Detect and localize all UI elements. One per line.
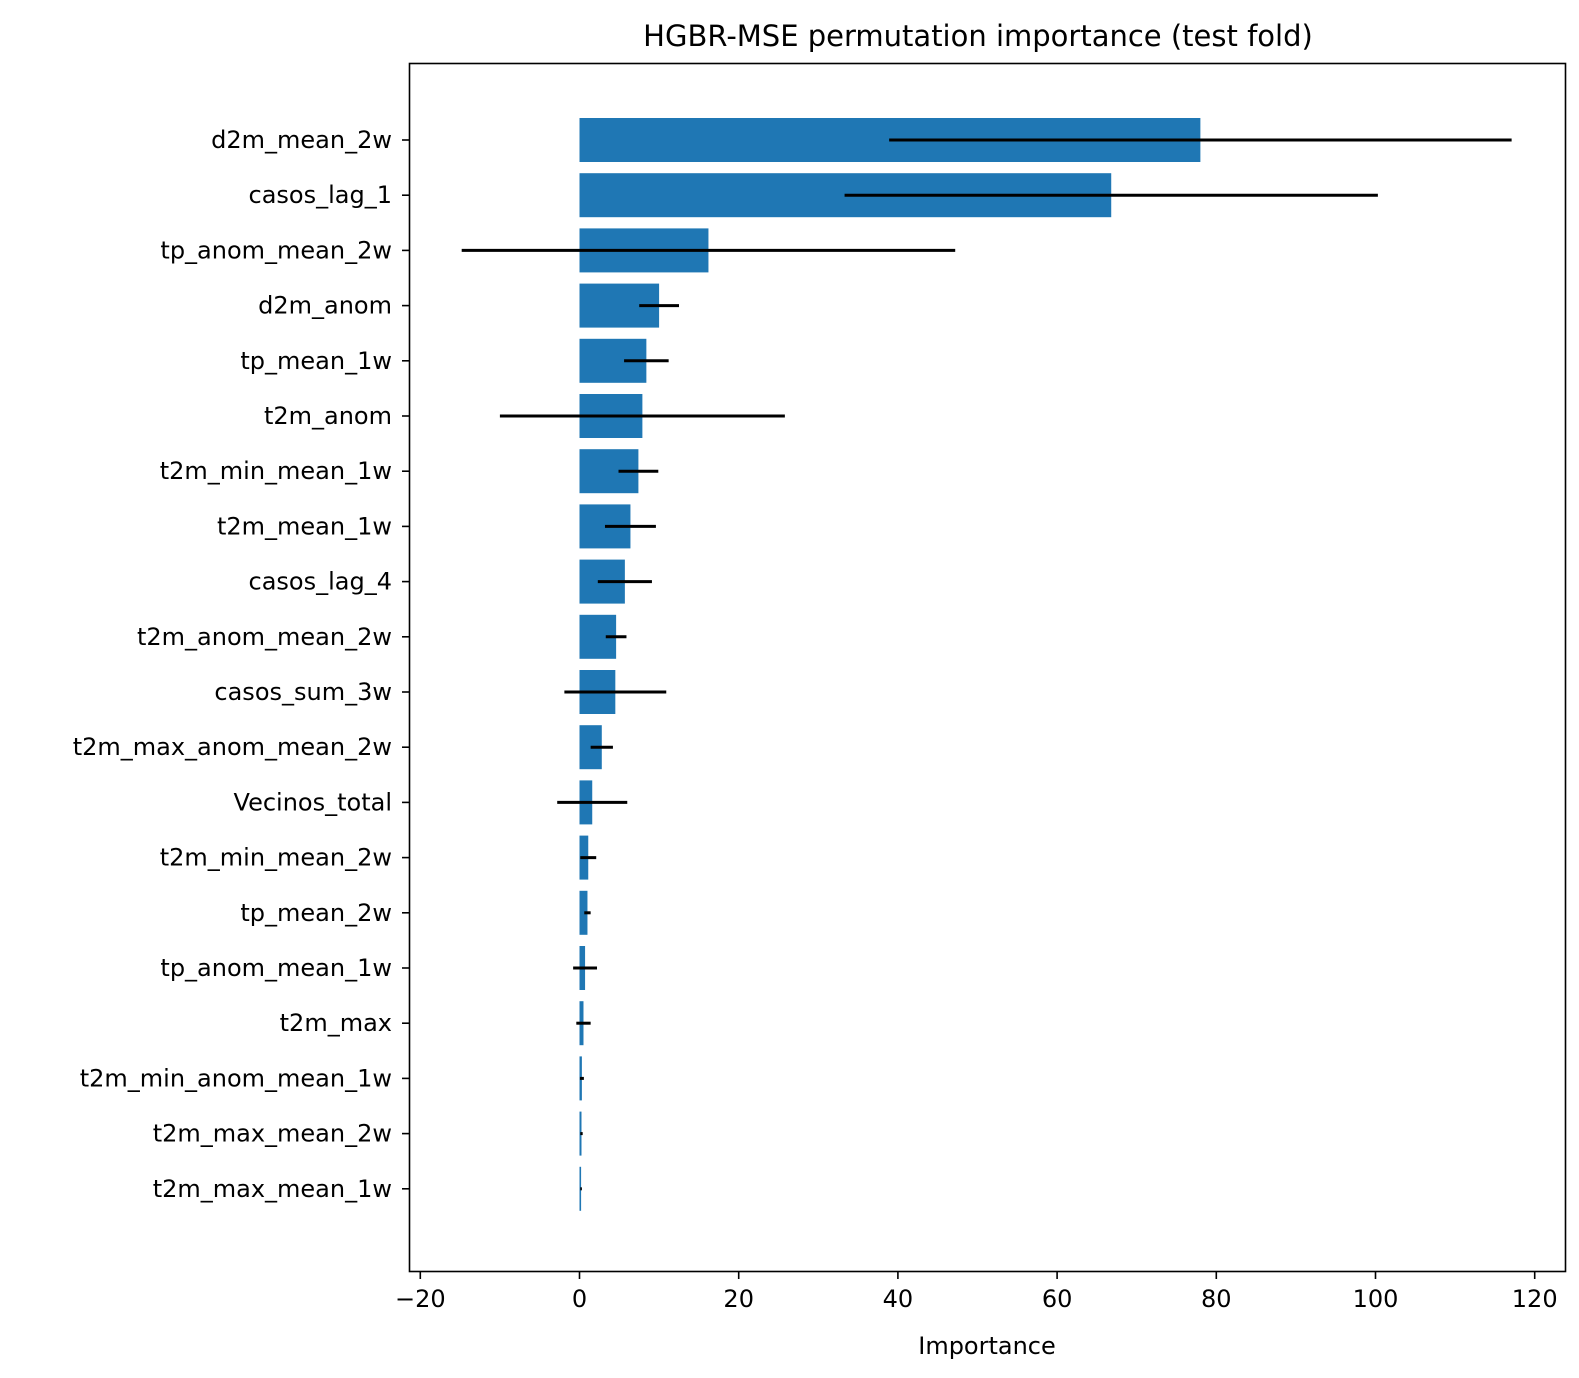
x-tick-label: 100 <box>1353 1285 1399 1313</box>
y-axis-ticks: d2m_mean_2w casos_lag_1 tp_anom_mean_2w d2m… <box>73 126 410 1203</box>
x-tick-label: 120 <box>1512 1285 1558 1313</box>
x-axis-label: Importance <box>918 1332 1056 1360</box>
x-tick-label: −20 <box>395 1285 446 1313</box>
x-tick-label: 80 <box>1201 1285 1232 1313</box>
errorbars-layer <box>461 138 1512 1191</box>
y-tick-label: t2m_max_mean_2w <box>153 1120 392 1148</box>
y-tick-label: t2m_max_anom_mean_2w <box>73 733 392 761</box>
y-tick-label: t2m_min_anom_mean_1w <box>80 1064 392 1092</box>
chart-title: HGBR-MSE permutation importance (test fo… <box>643 19 1313 53</box>
x-tick-label: 20 <box>723 1285 754 1313</box>
y-tick-label: d2m_mean_2w <box>211 126 392 154</box>
y-tick-label: t2m_min_mean_1w <box>160 457 392 485</box>
y-tick-label: casos_lag_1 <box>249 181 392 209</box>
y-tick-label: t2m_anom_mean_2w <box>137 623 392 651</box>
x-tick-label: 40 <box>883 1285 914 1313</box>
y-tick-label: t2m_min_mean_2w <box>160 844 392 872</box>
bar-tp_mean_2w <box>579 890 588 935</box>
y-tick-label: t2m_mean_1w <box>217 512 392 540</box>
y-tick-label: t2m_anom <box>264 402 392 430</box>
y-tick-label: t2m_max_mean_1w <box>153 1175 392 1203</box>
y-tick-label: Vecinos_total <box>234 788 392 816</box>
y-tick-label: d2m_anom <box>258 292 392 320</box>
y-tick-label: casos_lag_4 <box>249 568 392 596</box>
x-axis-ticks: −20 0 20 40 60 80 100 120 <box>395 1271 1558 1313</box>
y-tick-label: tp_anom_mean_2w <box>160 236 392 264</box>
y-tick-label: casos_sum_3w <box>214 678 392 706</box>
y-tick-label: tp_anom_mean_1w <box>160 954 392 982</box>
y-tick-label: tp_mean_1w <box>240 347 392 375</box>
x-tick-label: 0 <box>572 1285 587 1313</box>
y-tick-label: tp_mean_2w <box>240 899 392 927</box>
x-tick-label: 60 <box>1042 1285 1073 1313</box>
y-tick-label: t2m_max <box>280 1009 392 1037</box>
plot-frame <box>408 62 1567 1273</box>
